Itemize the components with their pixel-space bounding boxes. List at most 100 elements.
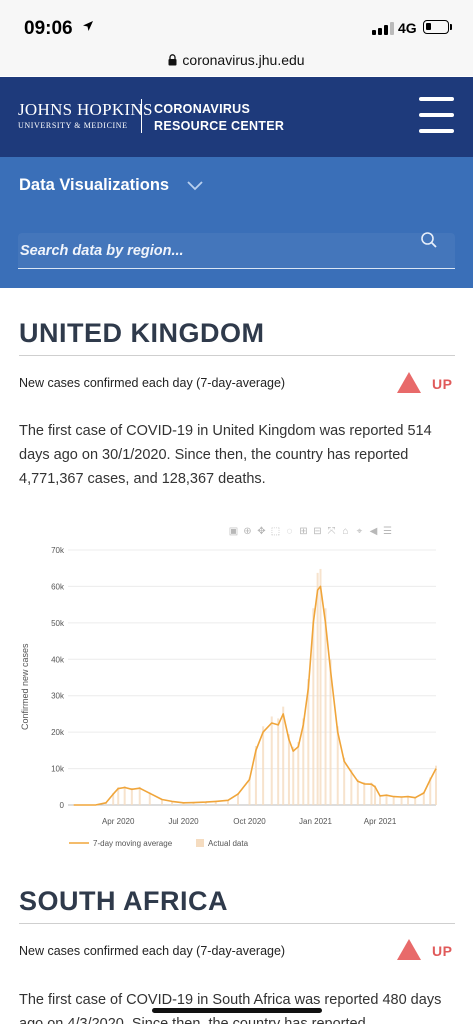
actual-data-bar bbox=[105, 802, 108, 805]
y-tick-label: 30k bbox=[51, 692, 65, 701]
battery-icon bbox=[423, 20, 449, 34]
actual-data-bar bbox=[319, 568, 322, 805]
menu-button[interactable] bbox=[419, 97, 455, 135]
actual-data-bar bbox=[343, 757, 346, 805]
hover-closest-icon[interactable]: ◀ bbox=[369, 526, 378, 537]
logo-main-text: JOHNS HOPKINS bbox=[18, 100, 153, 119]
cases-chart[interactable]: ▣ ⊕ ✥ ⬚ ◌ ⊞ ⊟ ⤧ ⌂ ⌖ ◀ ☰ Confirmed new ca… bbox=[20, 520, 462, 855]
x-tick-label: Jan 2021 bbox=[299, 817, 332, 826]
actual-data-bar bbox=[392, 795, 395, 805]
camera-icon[interactable]: ▣ bbox=[228, 526, 239, 537]
country-title-uk: UNITED KINGDOM bbox=[19, 318, 265, 348]
browser-url-bar[interactable]: coronavirus.jhu.edu bbox=[0, 44, 473, 76]
location-arrow-icon bbox=[83, 21, 93, 31]
actual-data-bar bbox=[117, 787, 120, 805]
y-tick-label: 50k bbox=[51, 619, 65, 628]
actual-data-bar bbox=[237, 793, 240, 805]
actual-data-bar bbox=[307, 679, 310, 805]
actual-data-bar bbox=[312, 608, 315, 805]
chart-plot[interactable]: 0 10k 20k 30k 40k 50k 60k 70k Apr 2020 Jul 2020 Oc… bbox=[22, 520, 462, 855]
actual-data-bar bbox=[414, 797, 417, 805]
actual-data-bar bbox=[350, 769, 353, 805]
search-input[interactable]: Search data by region... bbox=[18, 233, 455, 269]
actual-data-bar bbox=[262, 726, 265, 805]
actual-data-bar bbox=[160, 799, 163, 805]
actual-data-bar bbox=[329, 659, 332, 805]
actual-data-bar bbox=[277, 718, 280, 805]
y-tick-label: 60k bbox=[51, 582, 65, 591]
actual-data-bar bbox=[282, 706, 285, 805]
actual-data-bar bbox=[356, 779, 359, 805]
trend-status-uk: UP bbox=[432, 376, 453, 392]
trend-up-icon bbox=[397, 372, 421, 393]
actual-data-bar bbox=[370, 782, 373, 805]
actual-data-bar bbox=[422, 792, 425, 805]
logo-divider bbox=[141, 99, 142, 133]
lasso-icon[interactable]: ◌ bbox=[286, 526, 293, 537]
hover-compare-icon[interactable]: ☰ bbox=[383, 526, 392, 537]
resource-center-title[interactable]: CORONAVIRUS RESOURCE CENTER bbox=[154, 101, 284, 135]
zoom-out-icon[interactable]: ⊟ bbox=[313, 526, 322, 537]
jhu-logo[interactable]: JOHNS HOPKINS UNIVERSITY & MEDICINE bbox=[18, 100, 153, 131]
actual-data-bar bbox=[123, 786, 126, 805]
home-icon[interactable]: ⌂ bbox=[342, 526, 349, 537]
lock-icon bbox=[168, 54, 177, 66]
data-viz-dropdown[interactable]: Data Visualizations bbox=[19, 176, 170, 194]
x-tick-label: Apr 2021 bbox=[364, 817, 397, 826]
autoscale-icon[interactable]: ⤧ bbox=[327, 526, 336, 537]
site-header: JOHNS HOPKINS UNIVERSITY & MEDICINE CORO… bbox=[0, 77, 473, 157]
pan-icon[interactable]: ✥ bbox=[257, 526, 266, 537]
actual-data-bar bbox=[254, 745, 257, 805]
url-display[interactable]: coronavirus.jhu.edu bbox=[168, 52, 305, 68]
trend-label-za: New cases confirmed each day (7-day-aver… bbox=[19, 944, 286, 958]
actual-data-bar bbox=[112, 793, 115, 805]
x-tick-label: Oct 2020 bbox=[233, 817, 266, 826]
actual-data-bar bbox=[379, 795, 382, 805]
status-time: 09:06 bbox=[24, 18, 73, 39]
chart-modebar: ▣ ⊕ ✥ ⬚ ◌ ⊞ ⊟ ⤧ ⌂ ⌖ ◀ ☰ bbox=[228, 526, 393, 537]
y-tick-label: 10k bbox=[51, 765, 65, 774]
actual-data-bar bbox=[385, 794, 388, 805]
actual-data-bar bbox=[138, 786, 141, 805]
title-rule bbox=[19, 355, 455, 356]
actual-data-bar bbox=[270, 716, 273, 805]
actual-data-bar bbox=[248, 777, 251, 805]
y-tick-label: 20k bbox=[51, 728, 65, 737]
legend-label: 7-day moving average bbox=[93, 839, 173, 848]
zoom-icon[interactable]: ⊕ bbox=[243, 526, 252, 537]
actual-data-bar bbox=[316, 572, 319, 805]
actual-data-bar bbox=[214, 801, 217, 805]
crc-line1: CORONAVIRUS bbox=[154, 102, 251, 116]
trend-status-za: UP bbox=[432, 943, 453, 959]
actual-data-bar bbox=[374, 785, 377, 805]
url-text: coronavirus.jhu.edu bbox=[182, 52, 305, 68]
actual-data-bar bbox=[297, 742, 300, 805]
data-viz-bar: Data Visualizations Search data by regio… bbox=[0, 157, 473, 288]
box-select-icon[interactable]: ⬚ bbox=[270, 526, 281, 537]
status-bar: 09:06 4G bbox=[0, 0, 473, 44]
legend-bar-swatch bbox=[196, 839, 204, 847]
actual-data-bar bbox=[130, 788, 133, 805]
actual-data-bar bbox=[148, 792, 151, 805]
network-type: 4G bbox=[398, 20, 417, 36]
actual-data-bar bbox=[336, 726, 339, 805]
trend-label-uk: New cases confirmed each day (7-day-aver… bbox=[19, 376, 286, 390]
actual-data-bar bbox=[182, 802, 185, 805]
signal-icon bbox=[372, 22, 394, 35]
y-tick-label: 40k bbox=[51, 655, 65, 664]
actual-data-bar bbox=[204, 801, 207, 805]
actual-data-bar bbox=[292, 746, 295, 805]
legend-label: Actual data bbox=[208, 839, 249, 848]
chevron-down-icon[interactable] bbox=[186, 179, 204, 191]
y-tick-label: 70k bbox=[51, 546, 65, 555]
summary-za: The first case of COVID-19 in South Afri… bbox=[19, 992, 442, 1024]
actual-data-bar bbox=[435, 765, 437, 805]
search-icon[interactable] bbox=[420, 231, 438, 249]
zoom-in-icon[interactable]: ⊞ bbox=[299, 526, 308, 537]
trend-up-icon bbox=[397, 939, 421, 960]
home-indicator bbox=[152, 1008, 322, 1013]
actual-data-bar bbox=[363, 782, 366, 805]
actual-data-bar bbox=[324, 608, 327, 805]
crc-line2: RESOURCE CENTER bbox=[154, 119, 285, 133]
spike-icon[interactable]: ⌖ bbox=[356, 526, 363, 537]
